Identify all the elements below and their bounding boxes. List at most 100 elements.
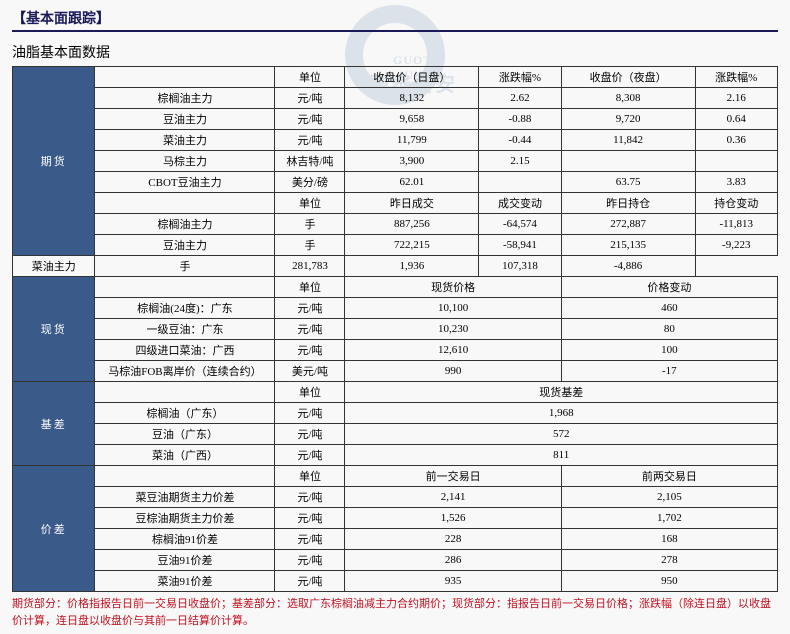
cell: 豆棕油期货主力价差 (95, 508, 275, 529)
cell: 572 (345, 424, 778, 445)
cell: 元/吨 (275, 571, 345, 592)
cell: 棕榈油91价差 (95, 529, 275, 550)
cell: 1,936 (345, 256, 479, 277)
cell: 美分/磅 (275, 172, 345, 193)
cell: 元/吨 (275, 403, 345, 424)
cell: 281,783 (275, 256, 345, 277)
cell (561, 151, 695, 172)
table-row: 棕榈油(24度)：广东元/吨10,100460 (13, 298, 778, 319)
cell: 棕榈油主力 (95, 214, 275, 235)
cell: -11,813 (695, 214, 778, 235)
cell: 美元/吨 (275, 361, 345, 382)
cell (95, 466, 275, 487)
cell: 菜豆油期货主力价差 (95, 487, 275, 508)
cell: 豆油主力 (95, 235, 275, 256)
cell: 豆油（广东） (95, 424, 275, 445)
cell: -0.88 (479, 109, 561, 130)
cell (95, 67, 275, 88)
cell: 手 (275, 214, 345, 235)
cell: 3,900 (345, 151, 479, 172)
table-row: 菜油主力元/吨11,799-0.4411,8420.36 (13, 130, 778, 151)
table-row: 棕榈油主力手887,256-64,574272,887-11,813 (13, 214, 778, 235)
cell: 元/吨 (275, 340, 345, 361)
cell: 168 (561, 529, 777, 550)
cell: 林吉特/吨 (275, 151, 345, 172)
table-row: 豆油（广东）元/吨572 (13, 424, 778, 445)
h: 涨跌幅% (479, 67, 561, 88)
table-row: 豆油主力元/吨9,658-0.889,7200.64 (13, 109, 778, 130)
cell: 菜油（广西） (95, 445, 275, 466)
cell: -64,574 (479, 214, 561, 235)
cell: 1,968 (345, 403, 778, 424)
cell: 272,887 (561, 214, 695, 235)
cell (479, 172, 561, 193)
cell: 菜油主力 (95, 130, 275, 151)
h-unit: 单位 (275, 67, 345, 88)
cell: 元/吨 (275, 529, 345, 550)
cell: 豆油主力 (95, 109, 275, 130)
cell: 棕榈油（广东） (95, 403, 275, 424)
cell: 9,658 (345, 109, 479, 130)
h-unit: 单位 (275, 382, 345, 403)
table-row: 棕榈油（广东）元/吨1,968 (13, 403, 778, 424)
cell: 0.36 (695, 130, 778, 151)
cell: 11,799 (345, 130, 479, 151)
cell: 豆油91价差 (95, 550, 275, 571)
cell: 四级进口菜油：广西 (95, 340, 275, 361)
cell: 10,100 (345, 298, 561, 319)
table-row: 棕榈油主力元/吨8,1322.628,3082.16 (13, 88, 778, 109)
table-row: 期货单位收盘价（日盘）涨跌幅%收盘价（夜盘）涨跌幅% (13, 67, 778, 88)
h: 现货价格 (345, 277, 561, 298)
cell: 10,230 (345, 319, 561, 340)
h: 前两交易日 (561, 466, 777, 487)
table-row: 菜油主力手281,7831,936107,318-4,886 (13, 256, 778, 277)
cell (95, 382, 275, 403)
cell: 286 (345, 550, 561, 571)
cell: 元/吨 (275, 550, 345, 571)
side-spread: 价差 (13, 466, 95, 592)
cell: 马棕主力 (95, 151, 275, 172)
h: 持仓变动 (695, 193, 778, 214)
cell: 228 (345, 529, 561, 550)
cell: -0.44 (479, 130, 561, 151)
cell: -17 (561, 361, 777, 382)
cell: 菜油91价差 (95, 571, 275, 592)
cell (95, 277, 275, 298)
table-row: 四级进口菜油：广西元/吨12,610100 (13, 340, 778, 361)
table-row: 棕榈油91价差元/吨228168 (13, 529, 778, 550)
h: 成交变动 (479, 193, 561, 214)
cell: 990 (345, 361, 561, 382)
cell: -9,223 (695, 235, 778, 256)
table-title: 油脂基本面数据 (12, 42, 778, 62)
cell: -4,886 (561, 256, 695, 277)
cell: 手 (275, 235, 345, 256)
cell: 元/吨 (275, 319, 345, 340)
cell: CBOT豆油主力 (95, 172, 275, 193)
table-row: 一级豆油：广东元/吨10,23080 (13, 319, 778, 340)
cell: 2.16 (695, 88, 778, 109)
table-row: 豆棕油期货主力价差元/吨1,5261,702 (13, 508, 778, 529)
h: 价格变动 (561, 277, 777, 298)
cell: 887,256 (345, 214, 479, 235)
cell: 一级豆油：广东 (95, 319, 275, 340)
cell: 811 (345, 445, 778, 466)
cell: 8,308 (561, 88, 695, 109)
side-spot: 现货 (13, 277, 95, 382)
cell: 100 (561, 340, 777, 361)
cell: -58,941 (479, 235, 561, 256)
cell (95, 193, 275, 214)
side-basis: 基差 (13, 382, 95, 466)
table-row: 价差单位前一交易日前两交易日 (13, 466, 778, 487)
h: 涨跌幅% (695, 67, 778, 88)
cell: 11,842 (561, 130, 695, 151)
side-futures: 期货 (13, 67, 95, 256)
cell: 80 (561, 319, 777, 340)
cell (695, 151, 778, 172)
table-row: 菜油（广西）元/吨811 (13, 445, 778, 466)
table-row: 菜豆油期货主力价差元/吨2,1412,105 (13, 487, 778, 508)
cell: 722,215 (345, 235, 479, 256)
cell: 棕榈油(24度)：广东 (95, 298, 275, 319)
cell: 63.75 (561, 172, 695, 193)
table-row: 现货单位现货价格价格变动 (13, 277, 778, 298)
cell: 8,132 (345, 88, 479, 109)
